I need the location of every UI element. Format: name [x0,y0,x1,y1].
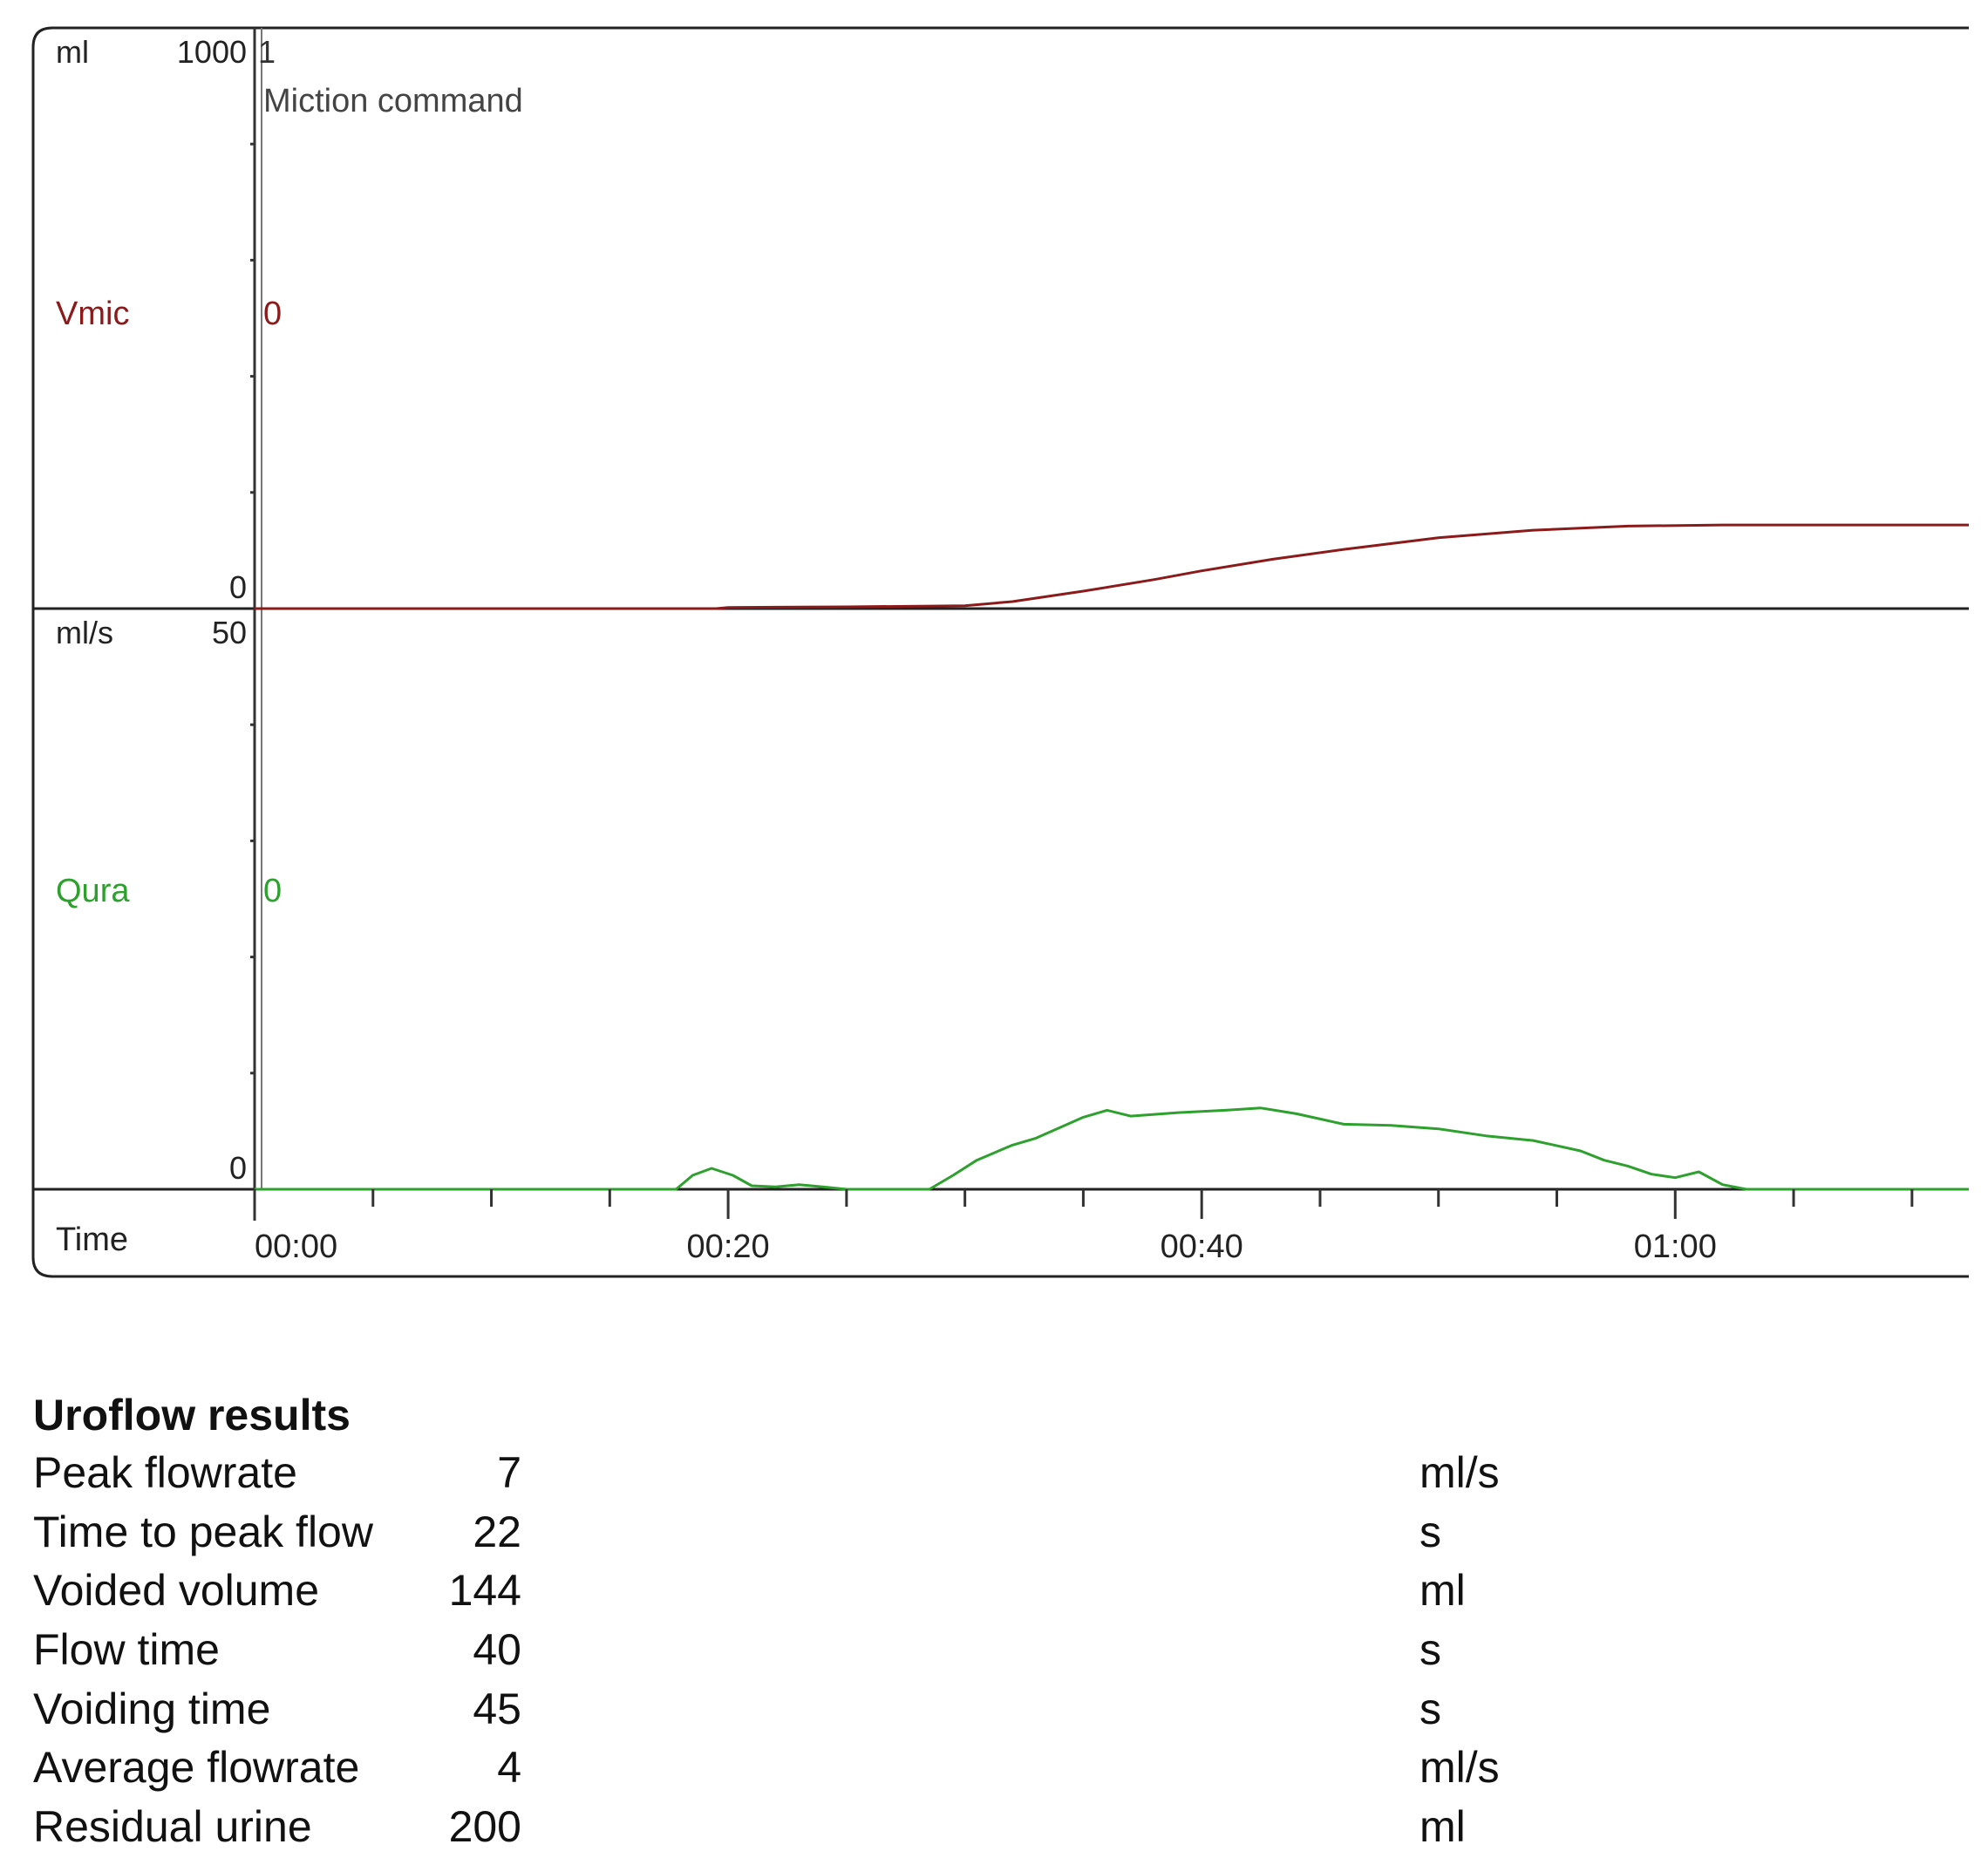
result-row: Peak flowrate 7 ml/s [33,1444,1515,1503]
result-unit: s [1420,1507,1441,1556]
panel-qura-zero-label: 0 [229,1150,247,1186]
result-label: Time to peak flow [33,1507,373,1556]
x-tick-label: 00:40 [1161,1228,1243,1265]
panel-vmic-channel-label: Vmic [56,296,129,332]
result-label: Average flowrate [33,1743,360,1793]
result-row: Average flowrate 4 ml/s [33,1739,1515,1798]
result-unit: s [1420,1684,1441,1733]
result-label: Peak flowrate [33,1448,297,1497]
result-value: 144 [448,1566,521,1616]
result-unit: s [1420,1625,1441,1675]
x-tick-label: 01:00 [1634,1228,1717,1265]
chart-frame [31,26,1969,1278]
result-value: 45 [473,1684,521,1733]
x-tick-label: 00:00 [255,1228,337,1265]
x-tick-label: 00:20 [687,1228,770,1265]
uroflow-chart: ml 1000 0 Vmic 0 1 Miction command ml/s … [31,26,1969,1278]
result-value: 40 [473,1625,521,1675]
panel-vmic-zero-label: 0 [229,569,247,605]
result-unit: ml/s [1420,1448,1500,1497]
result-row: Voiding time 45 s [33,1680,1515,1739]
panel-qura-max-label: 50 [212,615,247,650]
series-line-qura [255,1106,1969,1191]
time-axis-label: Time [56,1222,128,1258]
result-row: Time to peak flow 22 s [33,1503,1515,1562]
result-value: 200 [448,1802,521,1852]
result-label: Flow time [33,1625,220,1675]
result-row: Voided volume 144 ml [33,1562,1515,1621]
result-row: Flow time 40 s [33,1621,1515,1680]
result-row: Residual urine 200 ml [33,1798,1515,1857]
result-unit: ml/s [1420,1743,1500,1793]
result-value: 7 [497,1448,521,1497]
result-label: Voiding time [33,1684,271,1733]
result-value: 22 [473,1507,521,1556]
panel-qura-unit: ml/s [56,615,113,650]
panel-vmic-unit: ml [56,34,89,70]
event-marker-label: Miction command [263,83,523,119]
panel-vmic-channel-value: 0 [263,296,282,332]
result-label: Residual urine [33,1802,312,1852]
panel-qura-channel-label: Qura [56,873,130,909]
results-title: Uroflow results [33,1391,351,1439]
event-marker-number: 1 [258,34,276,70]
uroflow-results: Uroflow results Peak flowrate 7 ml/s Time t… [33,1386,1515,1857]
panel-qura-channel-value: 0 [263,873,282,909]
result-unit: ml [1420,1566,1466,1616]
panel-vmic-max-label: 1000 [177,34,247,70]
series-line-vmic [255,523,1969,610]
result-value: 4 [497,1743,521,1793]
result-label: Voided volume [33,1566,320,1616]
results-rows: Peak flowrate 7 ml/s Time to peak flow 22 s Vo… [33,1444,1515,1857]
result-unit: ml [1420,1802,1466,1852]
